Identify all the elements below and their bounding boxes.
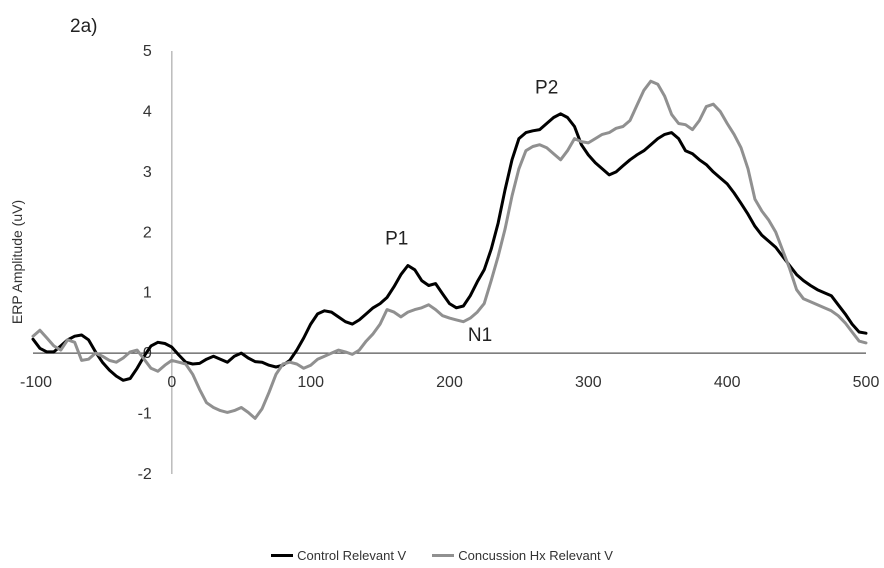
peak-label-p1: P1 xyxy=(385,228,408,249)
y-tick-label: 2 xyxy=(143,224,152,241)
x-tick-label: 200 xyxy=(436,374,463,391)
x-tick-label: 400 xyxy=(714,374,741,391)
legend-swatch-concussion xyxy=(432,554,455,557)
legend-swatch-control xyxy=(271,554,294,557)
legend-label-control: Control Relevant V xyxy=(297,548,407,563)
y-tick-label: 1 xyxy=(143,285,152,302)
panel-label: 2a) xyxy=(70,16,97,37)
peak-label-n1: N1 xyxy=(468,325,492,346)
y-tick-label: -2 xyxy=(138,466,152,483)
series-lines xyxy=(31,79,868,420)
x-tick-label: 0 xyxy=(167,374,176,391)
y-tick-label: 3 xyxy=(143,164,152,181)
x-tick-label: -100 xyxy=(20,374,52,391)
peak-label-p2: P2 xyxy=(535,77,558,98)
y-tick-label: 5 xyxy=(143,43,152,60)
x-tick-label: 300 xyxy=(575,374,602,391)
y-tick-label: -1 xyxy=(138,406,152,423)
series-line-control xyxy=(31,112,868,382)
y-axis-label: ERP Amplitude (uV) xyxy=(9,200,25,324)
legend-label-concussion: Concussion Hx Relevant V xyxy=(458,548,613,563)
legend: Control Relevant V Concussion Hx Relevan… xyxy=(0,548,884,563)
legend-item-concussion: Concussion Hx Relevant V xyxy=(432,548,613,563)
annotations: P1 N1 P2 xyxy=(385,77,558,346)
axes xyxy=(33,51,866,474)
y-tick-label: 4 xyxy=(143,103,152,120)
legend-item-control: Control Relevant V xyxy=(271,548,406,563)
series-line-concussion xyxy=(31,79,868,420)
x-tick-label: 100 xyxy=(297,374,324,391)
x-tick-label: 500 xyxy=(853,374,880,391)
